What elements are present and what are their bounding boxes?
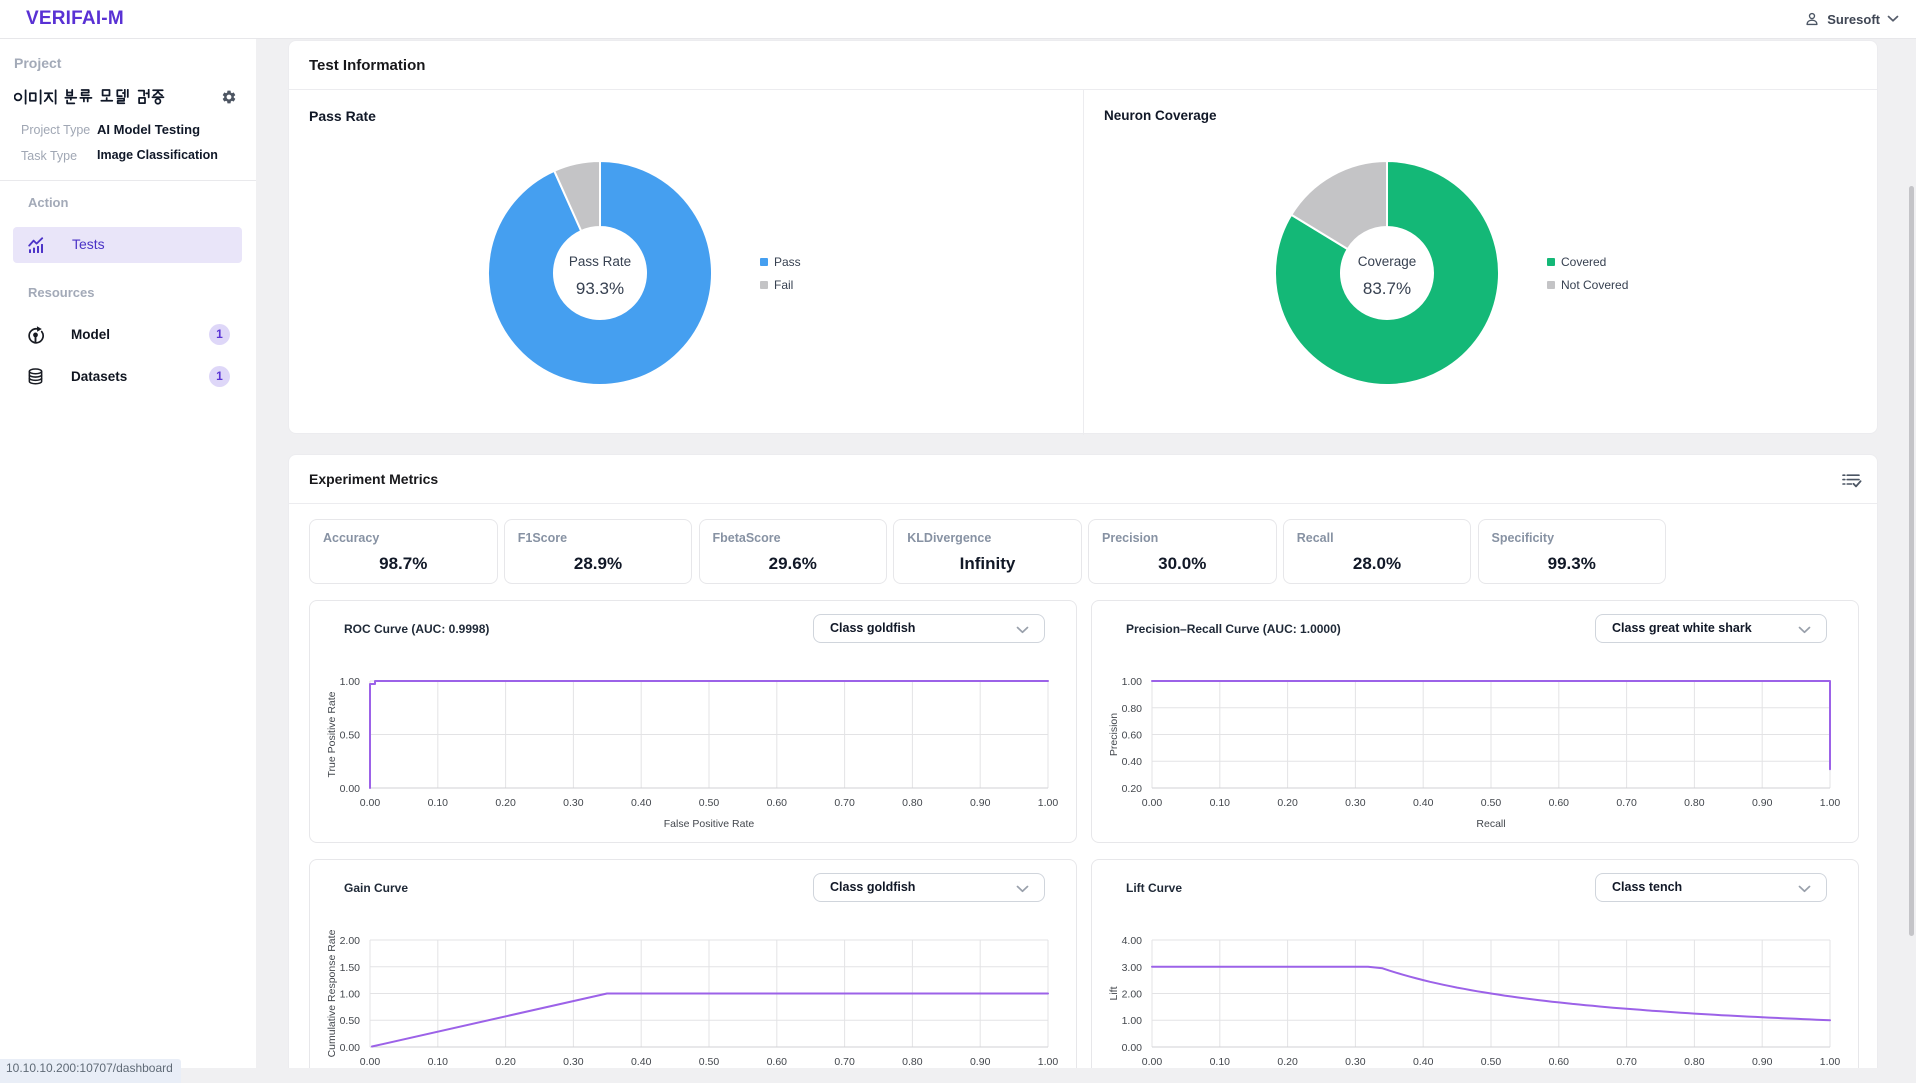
svg-text:1.00: 1.00 [1122, 676, 1143, 688]
svg-text:0.60: 0.60 [1549, 1056, 1570, 1068]
svg-text:0.20: 0.20 [495, 797, 516, 809]
svg-text:0.50: 0.50 [699, 1056, 720, 1068]
svg-text:0.00: 0.00 [340, 1042, 361, 1054]
svg-text:0.90: 0.90 [970, 1056, 991, 1068]
svg-text:2.00: 2.00 [340, 935, 361, 947]
svg-text:Precision: Precision [1108, 713, 1120, 756]
svg-text:0.40: 0.40 [631, 797, 652, 809]
svg-text:0.80: 0.80 [902, 797, 923, 809]
svg-text:0.40: 0.40 [1413, 1056, 1434, 1068]
svg-text:1.00: 1.00 [1122, 1015, 1143, 1027]
svg-text:0.50: 0.50 [1481, 797, 1502, 809]
svg-text:1.00: 1.00 [1038, 1056, 1059, 1068]
svg-text:0.10: 0.10 [1210, 797, 1231, 809]
svg-text:0.40: 0.40 [631, 1056, 652, 1068]
svg-text:0.20: 0.20 [1122, 783, 1143, 795]
svg-text:Recall: Recall [1476, 818, 1505, 830]
svg-text:1.50: 1.50 [340, 962, 361, 974]
svg-text:0.80: 0.80 [1684, 1056, 1705, 1068]
svg-text:1.00: 1.00 [1038, 797, 1059, 809]
svg-text:0.30: 0.30 [563, 1056, 584, 1068]
svg-text:1.00: 1.00 [1820, 1056, 1841, 1068]
svg-text:True Positive Rate: True Positive Rate [326, 691, 338, 777]
svg-text:0.50: 0.50 [699, 797, 720, 809]
svg-text:0.20: 0.20 [1277, 797, 1298, 809]
svg-text:0.80: 0.80 [1684, 797, 1705, 809]
svg-text:0.70: 0.70 [834, 797, 855, 809]
svg-text:0.80: 0.80 [1122, 703, 1143, 715]
svg-text:0.60: 0.60 [1549, 797, 1570, 809]
svg-text:1.00: 1.00 [340, 989, 361, 1001]
svg-text:0.40: 0.40 [1413, 797, 1434, 809]
svg-text:Cumulative Response Rate: Cumulative Response Rate [326, 929, 338, 1057]
svg-text:0.10: 0.10 [428, 1056, 449, 1068]
svg-text:0.90: 0.90 [1752, 797, 1773, 809]
svg-text:0.90: 0.90 [1752, 1056, 1773, 1068]
svg-text:0.60: 0.60 [1122, 730, 1143, 742]
svg-text:0.00: 0.00 [360, 797, 381, 809]
svg-text:0.80: 0.80 [902, 1056, 923, 1068]
svg-text:3.00: 3.00 [1122, 962, 1143, 974]
svg-text:0.00: 0.00 [360, 1056, 381, 1068]
svg-text:0.00: 0.00 [1122, 1042, 1143, 1054]
svg-text:Lift: Lift [1108, 986, 1120, 1000]
svg-text:0.00: 0.00 [340, 783, 361, 795]
svg-text:1.00: 1.00 [340, 676, 361, 688]
svg-text:1.00: 1.00 [1820, 797, 1841, 809]
svg-text:0.20: 0.20 [495, 1056, 516, 1068]
svg-text:0.50: 0.50 [1481, 1056, 1502, 1068]
svg-text:0.20: 0.20 [1277, 1056, 1298, 1068]
svg-text:False Positive Rate: False Positive Rate [664, 818, 755, 830]
svg-text:0.60: 0.60 [767, 797, 788, 809]
svg-text:4.00: 4.00 [1122, 935, 1143, 947]
svg-text:0.30: 0.30 [1345, 797, 1366, 809]
svg-text:0.70: 0.70 [834, 1056, 855, 1068]
svg-text:0.50: 0.50 [340, 730, 361, 742]
svg-text:0.10: 0.10 [1210, 1056, 1231, 1068]
svg-text:0.70: 0.70 [1616, 1056, 1637, 1068]
svg-text:0.30: 0.30 [563, 797, 584, 809]
svg-text:0.60: 0.60 [767, 1056, 788, 1068]
svg-text:0.50: 0.50 [340, 1015, 361, 1027]
svg-text:0.30: 0.30 [1345, 1056, 1366, 1068]
svg-text:0.00: 0.00 [1142, 797, 1163, 809]
svg-text:0.10: 0.10 [428, 797, 449, 809]
svg-text:0.00: 0.00 [1142, 1056, 1163, 1068]
svg-text:2.00: 2.00 [1122, 989, 1143, 1001]
svg-text:0.70: 0.70 [1616, 797, 1637, 809]
svg-text:0.90: 0.90 [970, 797, 991, 809]
svg-text:0.40: 0.40 [1122, 756, 1143, 768]
